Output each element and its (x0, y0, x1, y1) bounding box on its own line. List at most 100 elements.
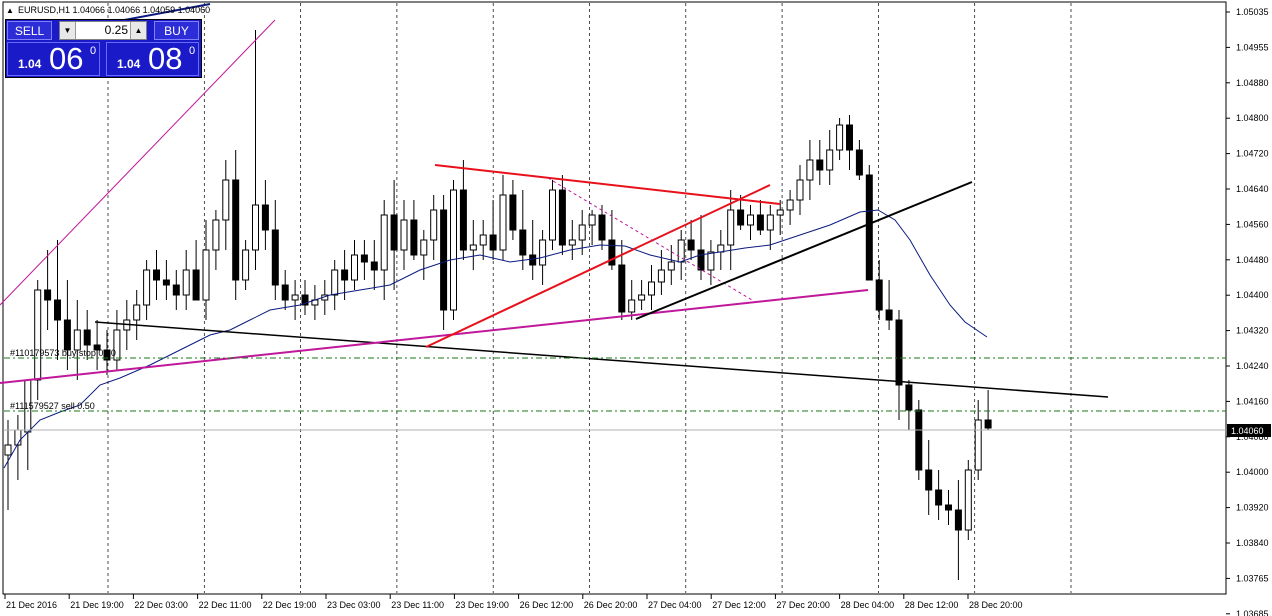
buy-stop-order-label: #110179573 buy stop 0.90 (10, 348, 116, 358)
price-tick-label: 1.04240 (1236, 361, 1269, 371)
candle-body (737, 209, 745, 226)
candle-body (776, 209, 784, 216)
chart-menu-arrow-icon[interactable]: ▲ (6, 6, 14, 15)
candle-body (667, 261, 675, 271)
candle-body (539, 239, 547, 266)
candle-body (885, 309, 893, 321)
candle-body (875, 279, 883, 311)
candle-body (648, 281, 655, 296)
candle-body (578, 224, 586, 241)
moving-average-line (3, 209, 988, 469)
black-rising-trendline[interactable] (635, 181, 973, 320)
candle-body (974, 419, 982, 471)
price-tick-label: 1.04880 (1236, 78, 1269, 88)
candle-body (519, 229, 527, 256)
candle-body (370, 261, 378, 271)
lot-size-input[interactable]: ▼ 0.25 ▲ (59, 21, 147, 40)
ask-point: 0 (189, 45, 196, 57)
price-tick-label: 1.03920 (1236, 503, 1269, 513)
candle-body (954, 509, 962, 531)
time-tick-label: 26 Dec 12:00 (520, 600, 574, 610)
symbol-info: EURUSD,H1 1.04066 1.04066 1.04059 1.0406… (18, 5, 210, 15)
candle-body (836, 124, 844, 151)
candle-body (568, 239, 576, 246)
time-tick-label: 28 Dec 04:00 (841, 600, 895, 610)
red-rising-trendline[interactable] (425, 184, 771, 348)
candle-body (360, 254, 368, 263)
price-tick-label: 1.04720 (1236, 149, 1269, 159)
candle-body (598, 214, 606, 241)
price-tick-label: 1.04955 (1236, 42, 1269, 52)
lot-increase-icon[interactable]: ▲ (130, 22, 146, 39)
candle-body (984, 419, 992, 429)
candle-body (756, 214, 764, 231)
candle-body (252, 204, 259, 251)
candle-body (826, 149, 834, 171)
magenta-trendline[interactable] (0, 289, 869, 384)
candle-body (261, 204, 269, 231)
candle-body (83, 329, 91, 346)
ask-prefix: 1.04 (117, 57, 141, 71)
candle-body (63, 319, 71, 351)
dashed-trendline[interactable] (547, 177, 753, 301)
price-tick-label: 1.04320 (1236, 326, 1269, 336)
red-falling-trendline[interactable] (434, 164, 781, 205)
candle-body (113, 329, 121, 361)
price-tick-label: 1.05035 (1236, 7, 1269, 17)
time-tick-label: 22 Dec 03:00 (134, 600, 188, 610)
candle-body (905, 384, 913, 411)
candle-body (4, 444, 12, 456)
candle-body (865, 174, 873, 281)
price-tick-label: 1.03765 (1236, 573, 1269, 583)
candle-body (588, 214, 596, 226)
price-tick-label: 1.04480 (1236, 255, 1269, 265)
candle-body (133, 304, 141, 321)
candle-body (945, 504, 952, 511)
candle-body (707, 251, 715, 271)
candle-body (103, 349, 111, 361)
candle-body (301, 294, 309, 306)
buy-button[interactable]: BUY (154, 21, 199, 40)
price-tick-label: 1.04560 (1236, 219, 1269, 229)
candle-body (717, 244, 725, 253)
support-trendline[interactable] (94, 321, 1109, 398)
candle-body (192, 269, 200, 301)
lot-value[interactable]: 0.25 (104, 23, 128, 37)
candle-body (549, 189, 556, 241)
candle-body (450, 189, 457, 311)
candle-body (529, 254, 537, 266)
price-tick-label: 1.03685 (1236, 609, 1269, 616)
candle-body (331, 269, 339, 296)
candle-body (608, 239, 616, 266)
time-tick-label: 22 Dec 19:00 (263, 600, 317, 610)
candle-body (420, 239, 428, 256)
candle-body (153, 269, 160, 281)
sell-button[interactable]: SELL (7, 21, 52, 40)
ask-big-digits: 08 (148, 41, 183, 76)
buy-quote[interactable]: 1.04 08 0 (106, 41, 199, 76)
candle-body (766, 214, 774, 231)
candle-body (291, 294, 299, 301)
candle-body (935, 489, 943, 506)
channel-line-upper[interactable] (0, 19, 276, 306)
sell-quote[interactable]: 1.04 06 0 (7, 41, 100, 76)
candle-body (222, 179, 230, 221)
time-tick-label: 23 Dec 11:00 (391, 600, 444, 610)
lot-decrease-icon[interactable]: ▼ (60, 22, 76, 39)
bid-big-digits: 06 (49, 41, 84, 76)
candle-body (242, 249, 250, 281)
candle-body (351, 254, 358, 281)
candle-body (212, 219, 220, 251)
candle-body (459, 189, 467, 251)
candle-body (915, 409, 923, 471)
candle-body (202, 249, 210, 301)
candle-body (628, 299, 636, 313)
time-tick-label: 26 Dec 20:00 (584, 600, 638, 610)
time-tick-label: 22 Dec 11:00 (199, 600, 252, 610)
candle-body (440, 209, 448, 311)
time-tick-label: 23 Dec 19:00 (455, 600, 509, 610)
candle-body (54, 299, 61, 321)
candle-body (925, 469, 933, 491)
candle-body (638, 294, 646, 301)
